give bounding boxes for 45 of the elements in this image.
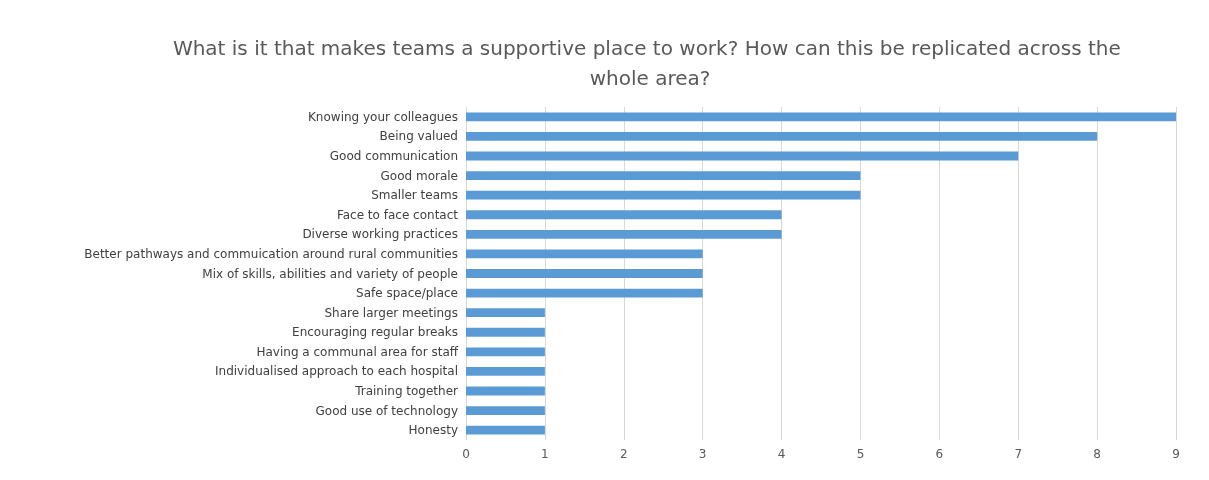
y-tick-label: Knowing your colleagues bbox=[308, 109, 458, 124]
y-tick-label: Good communication bbox=[329, 148, 458, 163]
y-tick-label: Honesty bbox=[408, 423, 458, 438]
bar bbox=[466, 131, 1098, 141]
bar bbox=[466, 386, 545, 396]
x-tick-label: 3 bbox=[698, 447, 707, 461]
y-tick-label: Being valued bbox=[379, 129, 458, 144]
bar bbox=[466, 347, 545, 357]
bar bbox=[466, 171, 861, 180]
bar bbox=[466, 210, 782, 220]
y-tick-label: Smaller teams bbox=[371, 188, 458, 203]
bar bbox=[466, 269, 703, 278]
x-tick-label: 7 bbox=[1014, 447, 1023, 461]
x-tick-label: 0 bbox=[462, 447, 470, 461]
bar bbox=[466, 406, 545, 416]
x-tick-label: 8 bbox=[1093, 447, 1101, 461]
x-tick-label: 4 bbox=[777, 447, 786, 461]
y-tick-label: Share larger meetings bbox=[324, 305, 458, 320]
x-tick-label: 6 bbox=[935, 447, 944, 461]
bar bbox=[466, 190, 861, 200]
bar bbox=[466, 112, 1176, 122]
bar bbox=[466, 249, 703, 259]
bar bbox=[466, 151, 1019, 161]
y-tick-label: Good morale bbox=[380, 168, 458, 183]
y-tick-label: Better pathways and commuication around rural communities bbox=[84, 246, 458, 261]
chart-title: What is it that makes teams a supportive place to work? How can this be replicated across the whole area? bbox=[172, 36, 1128, 90]
y-tick-label: Mix of skills, abilities and variety of people bbox=[202, 266, 458, 281]
bar bbox=[466, 229, 782, 239]
bar bbox=[466, 367, 545, 376]
bar bbox=[466, 288, 703, 298]
x-tick-label: 9 bbox=[1172, 447, 1180, 461]
y-tick-label: Safe space/place bbox=[356, 286, 458, 301]
y-tick-label: Good use of technology bbox=[315, 403, 458, 418]
x-tick-label: 1 bbox=[541, 447, 549, 461]
bar bbox=[466, 308, 545, 318]
y-tick-label: Individualised approach to each hospital bbox=[215, 364, 458, 379]
y-tick-label: Having a communal area for staff bbox=[256, 344, 459, 359]
x-tick-label: 5 bbox=[856, 447, 865, 461]
bar bbox=[466, 327, 545, 337]
y-tick-label: Encouraging regular breaks bbox=[292, 325, 458, 340]
y-tick-label: Face to face contact bbox=[336, 207, 459, 222]
y-tick-label: Diverse working practices bbox=[302, 227, 458, 242]
bar bbox=[466, 425, 545, 435]
x-tick-label: 2 bbox=[619, 447, 628, 461]
y-tick-label: Training together bbox=[354, 384, 459, 399]
